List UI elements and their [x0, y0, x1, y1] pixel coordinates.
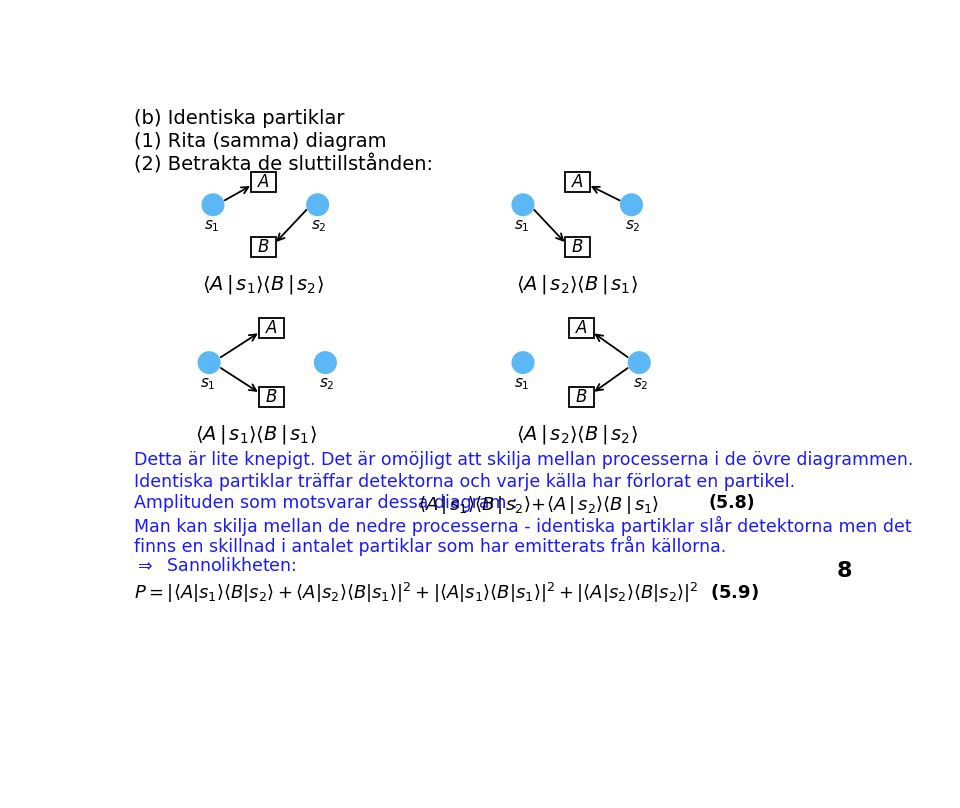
Circle shape	[199, 351, 220, 373]
Circle shape	[629, 351, 650, 373]
Text: (2) Betrakta de sluttillstånden:: (2) Betrakta de sluttillstånden:	[134, 154, 433, 175]
Bar	[259, 318, 283, 338]
Text: B: B	[571, 238, 583, 256]
Text: (1) Rita (samma) diagram: (1) Rita (samma) diagram	[134, 132, 387, 150]
Text: $s_1$: $s_1$	[514, 377, 529, 392]
Text: Man kan skilja mellan de nedre processerna - identiska partiklar slår detektorna: Man kan skilja mellan de nedre processer…	[134, 516, 912, 536]
Text: (5.8): (5.8)	[709, 494, 756, 512]
Text: $\langle A\,|\,s_1\rangle\langle B\,|\,s_2\rangle$: $\langle A\,|\,s_1\rangle\langle B\,|\,s…	[203, 272, 324, 296]
Text: $s_2$: $s_2$	[633, 377, 649, 392]
Circle shape	[621, 194, 642, 216]
Text: (b) Identiska partiklar: (b) Identiska partiklar	[134, 108, 345, 128]
Bar	[564, 171, 589, 191]
Text: Detta är lite knepigt. Det är omöjligt att skilja mellan processerna i de övre d: Detta är lite knepigt. Det är omöjligt a…	[134, 451, 913, 469]
Text: B: B	[575, 389, 587, 406]
Bar	[251, 237, 276, 257]
Text: A: A	[257, 173, 269, 191]
Text: $\langle A\,|\,s_2\rangle\langle B\,|\,s_1\rangle$: $\langle A\,|\,s_2\rangle\langle B\,|\,s…	[516, 272, 638, 296]
Text: B: B	[257, 238, 269, 256]
Text: $P = \left|\langle A|s_1\rangle\langle B|s_2\rangle + \langle A|s_2\rangle\langl: $P = \left|\langle A|s_1\rangle\langle B…	[134, 580, 759, 604]
Circle shape	[512, 351, 534, 373]
Bar	[259, 387, 283, 407]
Text: $s_1$: $s_1$	[514, 219, 529, 234]
Text: A: A	[571, 173, 583, 191]
Text: Amplituden som motsvarar dessa diagram :: Amplituden som motsvarar dessa diagram :	[134, 494, 517, 512]
Circle shape	[307, 194, 328, 216]
Bar	[564, 237, 589, 257]
Text: B: B	[265, 389, 276, 406]
Text: $s_2$: $s_2$	[625, 219, 641, 234]
Bar	[568, 387, 593, 407]
Text: A: A	[265, 319, 276, 337]
Text: finns en skillnad i antalet partiklar som har emitterats från källorna.: finns en skillnad i antalet partiklar so…	[134, 536, 726, 556]
Circle shape	[315, 351, 336, 373]
Text: $\langle A\,|\,s_1\rangle\langle B\,|\,s_1\rangle$: $\langle A\,|\,s_1\rangle\langle B\,|\,s…	[195, 423, 317, 446]
Text: $\langle A\,|\,s_1\rangle\langle B\,|\,s_2\rangle\!+\!\langle A\,|\,s_2\rangle\l: $\langle A\,|\,s_1\rangle\langle B\,|\,s…	[419, 494, 660, 516]
Bar	[568, 318, 593, 338]
Circle shape	[203, 194, 224, 216]
Text: $s_1$: $s_1$	[200, 377, 215, 392]
Bar	[251, 171, 276, 191]
Circle shape	[512, 194, 534, 216]
Text: Identiska partiklar träffar detektorna och varje källa har förlorat en partikel.: Identiska partiklar träffar detektorna o…	[134, 473, 795, 490]
Text: $s_2$: $s_2$	[319, 377, 335, 392]
Text: $\Rightarrow$  Sannolikheten:: $\Rightarrow$ Sannolikheten:	[134, 558, 297, 575]
Text: $s_2$: $s_2$	[311, 219, 327, 234]
Text: $s_1$: $s_1$	[204, 219, 219, 234]
Text: $\langle A\,|\,s_2\rangle\langle B\,|\,s_2\rangle$: $\langle A\,|\,s_2\rangle\langle B\,|\,s…	[516, 423, 638, 446]
Text: 8: 8	[837, 562, 852, 581]
Text: A: A	[575, 319, 587, 337]
